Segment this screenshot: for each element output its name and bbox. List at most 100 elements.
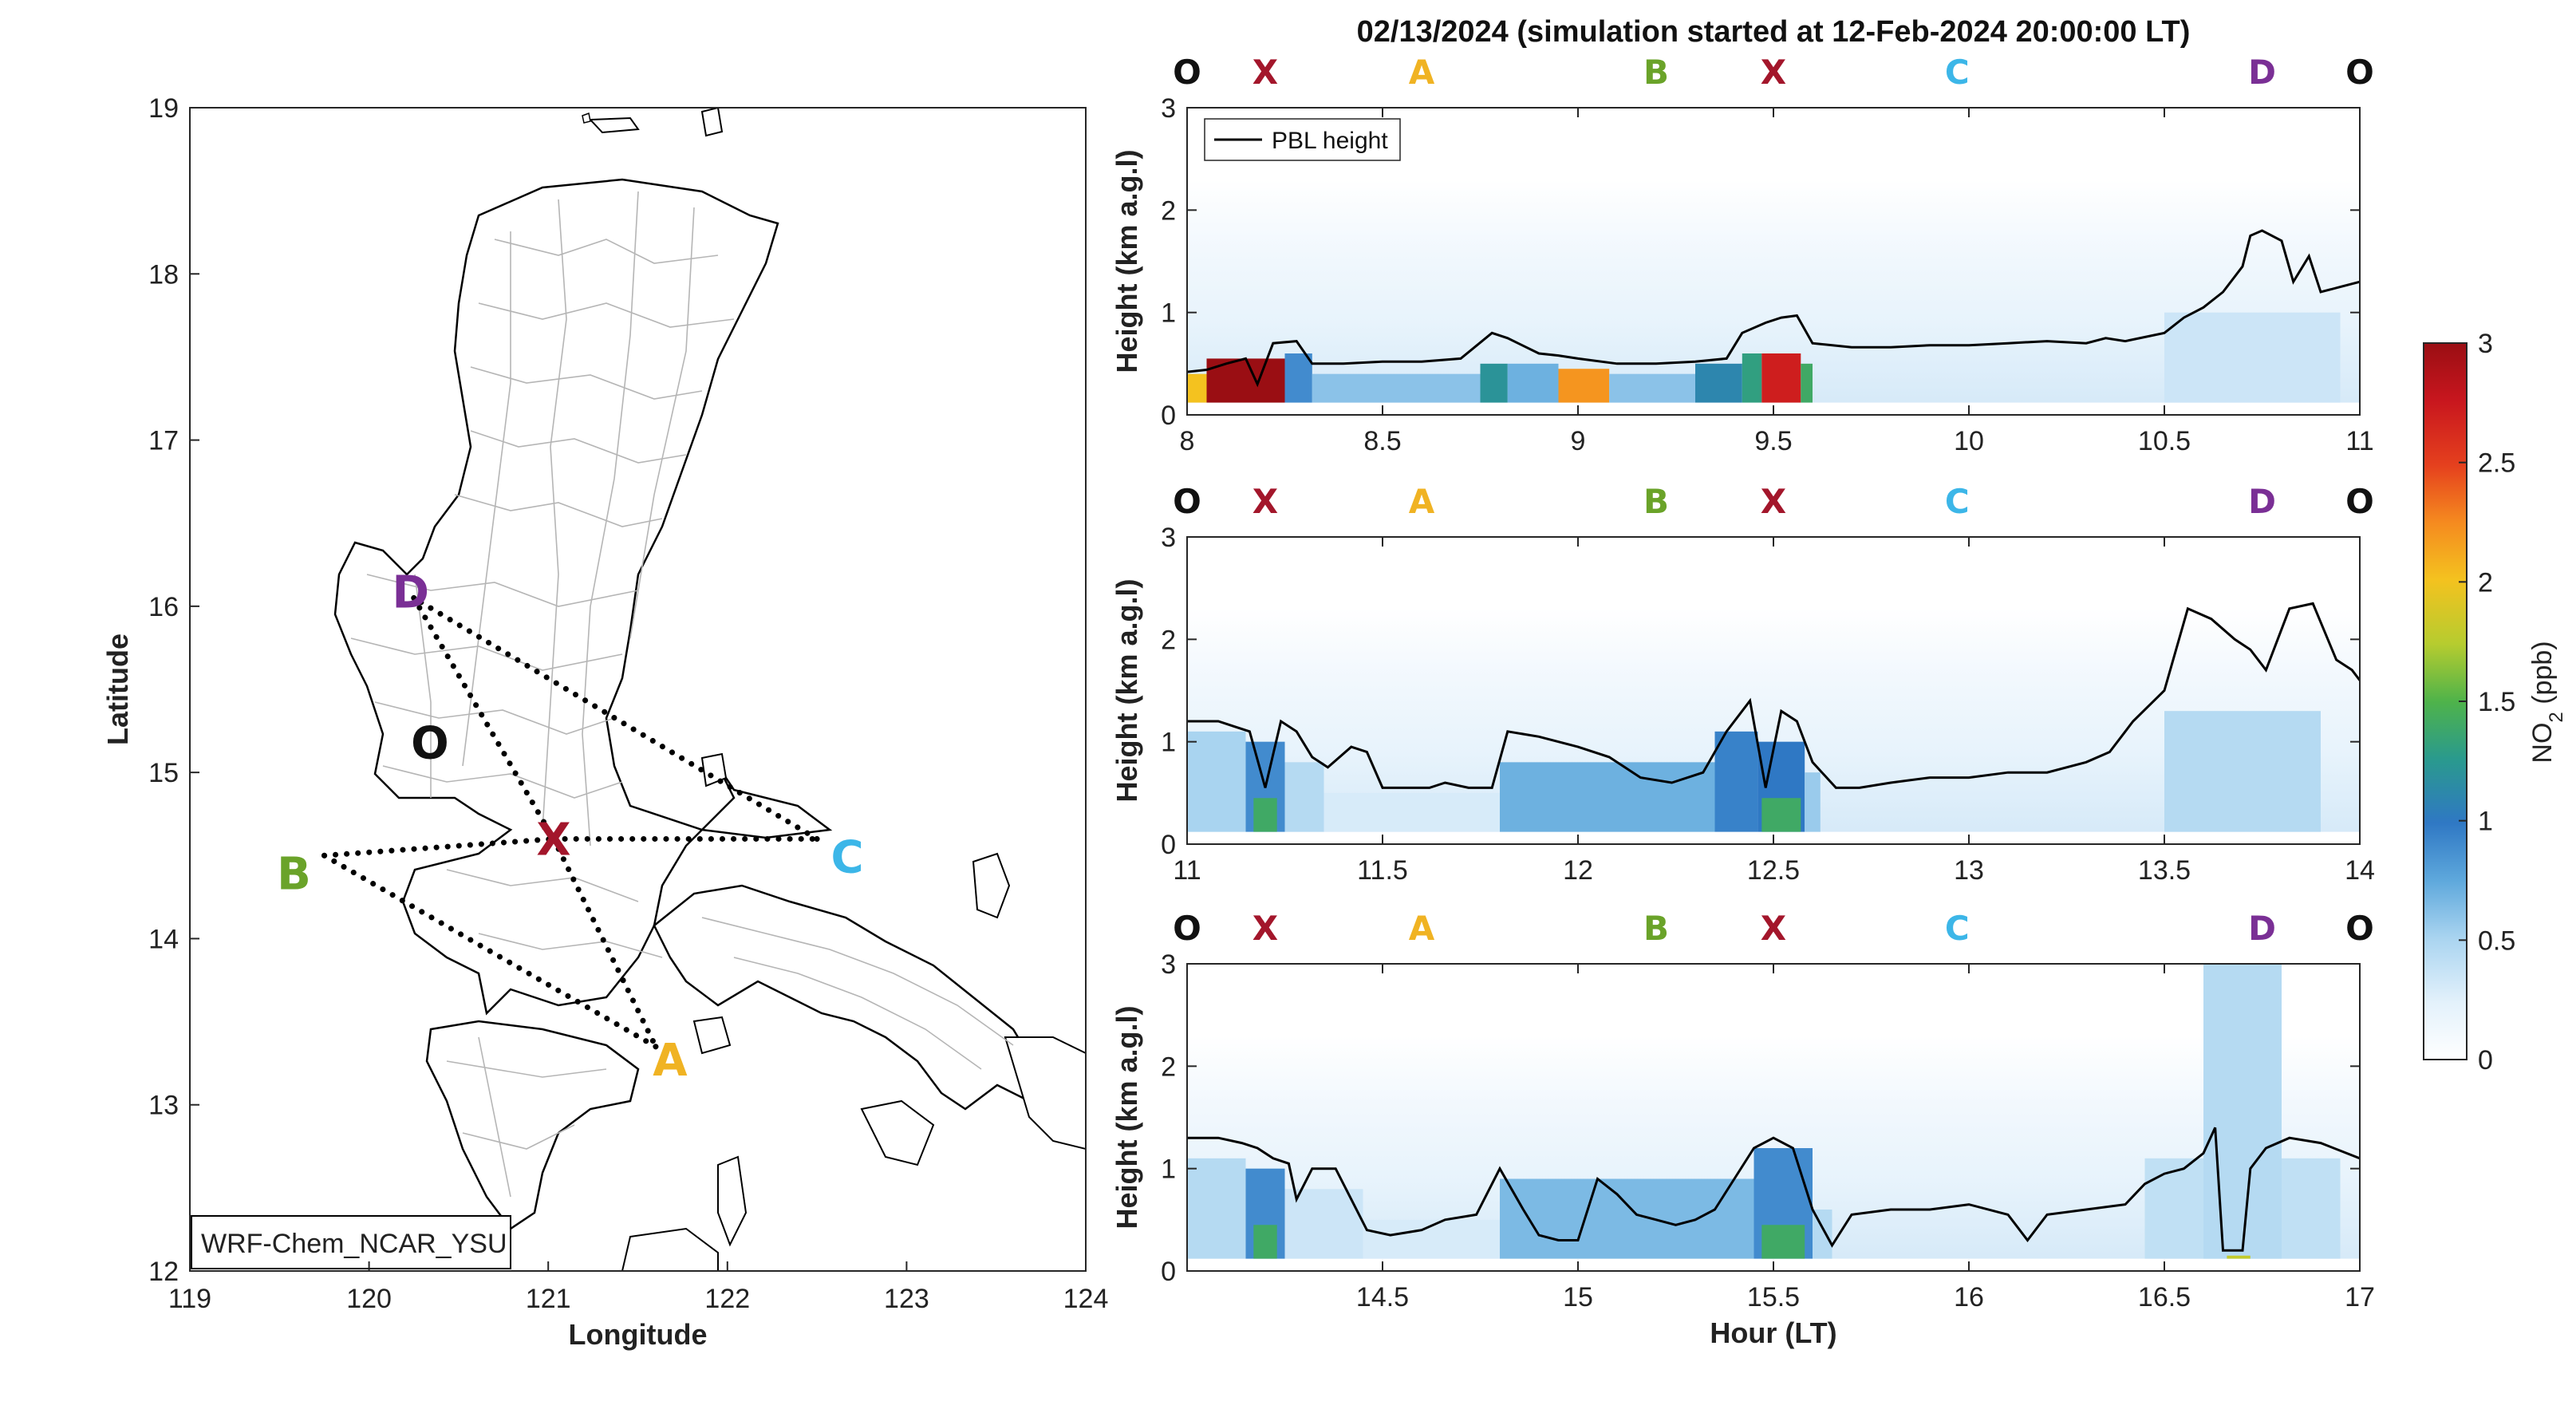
map-y-tick-label: 19	[148, 93, 179, 124]
map-x-ticks: 119 120 121 122 123 124	[168, 1261, 1108, 1314]
site-label-X: X	[1252, 909, 1278, 948]
pbl-height-line	[1187, 602, 2360, 789]
map-site-X: X	[536, 814, 570, 866]
no2-cell	[1558, 369, 1610, 403]
x-tick-label: 13.5	[2138, 855, 2191, 886]
site-label-X: X	[1761, 482, 1786, 521]
site-label-X: X	[1761, 909, 1786, 948]
babuyan-island-3	[582, 112, 591, 124]
site-label-B: B	[1643, 53, 1669, 92]
x-axis-label: Hour (LT)	[1710, 1316, 1836, 1349]
panel-1: 8 8.5 9 9.5 10 10.5 11 0 1 2 3 Height (km a.g.l) O X A…	[1110, 53, 2374, 456]
x-tick-label: 10	[1954, 426, 1984, 456]
map-y-tick-label: 12	[148, 1257, 179, 1287]
site-label-O: O	[1173, 482, 1201, 521]
panel-plot-area	[1187, 602, 2360, 832]
site-label-O: O	[2345, 53, 2374, 92]
colorbar-tick-label: 0.5	[2478, 926, 2515, 956]
map-y-ticks: 12 13 14 15 16 17 18 19	[148, 93, 199, 1287]
panel-plot-area	[1187, 179, 2360, 403]
site-label-O: O	[1173, 909, 1201, 948]
site-label-A: A	[1409, 909, 1435, 948]
masbate-island	[860, 1099, 935, 1166]
map-x-tick-label: 121	[526, 1284, 571, 1314]
map-site-O: O	[411, 718, 449, 770]
map-axes-frame	[189, 107, 1087, 1272]
pbl-height-line	[1187, 1127, 2360, 1252]
tablas-island	[717, 1155, 748, 1247]
route-segment	[550, 835, 659, 1050]
y-tick-label: 2	[1161, 1052, 1176, 1082]
site-label-C: C	[1945, 482, 1970, 521]
x-tick-label: 17	[2345, 1282, 2375, 1312]
no2-cell	[1253, 1225, 1277, 1259]
site-label-X: X	[1252, 482, 1278, 521]
panay-island	[621, 1227, 719, 1271]
route-segment	[411, 594, 557, 842]
x-tick-label: 13	[1954, 855, 1984, 886]
no2-cell	[1312, 373, 1481, 403]
colorbar-label: NO2 (ppb)	[2527, 641, 2567, 763]
no2-cell	[1507, 363, 1559, 403]
marinduque-island	[692, 1016, 732, 1055]
y-tick-label: 2	[1161, 625, 1176, 655]
map-x-tick-label: 120	[346, 1284, 392, 1314]
x-tick-label: 11	[2345, 426, 2373, 456]
no2-cell	[1801, 363, 1813, 403]
site-label-A: A	[1409, 482, 1435, 521]
map-y-axis-label: Latitude	[101, 633, 134, 745]
no2-cell	[1761, 798, 1801, 832]
map-site-B: B	[277, 848, 311, 900]
site-label-D: D	[2248, 53, 2276, 92]
no2-cell	[1695, 363, 1742, 403]
y-axis-label: Height (km a.g.l)	[1110, 149, 1143, 373]
map-y-tick-label: 18	[148, 259, 179, 290]
x-tick-label: 16.5	[2138, 1282, 2191, 1312]
site-label-C: C	[1945, 909, 1970, 948]
colorbar-tick-label: 3	[2478, 329, 2493, 359]
no2-cell	[1324, 792, 1500, 832]
model-label-box	[191, 1215, 511, 1269]
y-tick-label: 3	[1161, 949, 1176, 980]
colorbar-tick-label: 1	[2478, 807, 2493, 837]
site-label-B: B	[1643, 909, 1669, 948]
no2-cell	[2164, 312, 2341, 403]
site-label-X: X	[1761, 53, 1786, 92]
no2-cell	[1187, 731, 1246, 832]
y-tick-label: 0	[1161, 1257, 1176, 1287]
x-tick-label: 11.5	[1357, 855, 1408, 886]
legend-label: PBL height	[1272, 128, 1388, 154]
catanduanes-island	[972, 852, 1011, 919]
y-tick-label: 3	[1161, 523, 1176, 553]
site-label-D: D	[2248, 909, 2276, 948]
colorbar-label-unit: (ppb)	[2527, 641, 2558, 712]
map-x-tick-label: 119	[168, 1284, 211, 1314]
polillo-island	[700, 752, 728, 787]
luzon-landmass	[333, 178, 833, 1016]
no2-cell	[1742, 353, 1762, 403]
x-tick-label: 11	[1173, 855, 1201, 886]
y-tick-label: 1	[1161, 298, 1176, 329]
y-tick-label: 1	[1161, 1154, 1176, 1185]
map-site-D: D	[393, 566, 429, 618]
map-x-tick-label: 124	[1063, 1284, 1109, 1314]
route-segment	[411, 594, 820, 842]
y-tick-label: 1	[1161, 728, 1176, 758]
babuyan-island-2	[700, 108, 724, 137]
map-y-tick-label: 15	[148, 758, 179, 788]
map-y-tick-label: 14	[148, 924, 179, 954]
no2-cell	[2227, 1255, 2251, 1259]
panel-3: 14.5 15 15.5 16 16.5 17 0 1 2 3 Height (km a.g.l) H…	[1110, 909, 2375, 1349]
admin-boundaries	[350, 191, 1014, 1198]
map-site-labels: O X A B C D	[277, 566, 864, 1086]
x-tick-label: 15	[1563, 1282, 1593, 1312]
samar-island	[1004, 1036, 1086, 1151]
no2-cell	[1761, 353, 1801, 403]
map-x-axis-label: Longitude	[569, 1318, 708, 1351]
x-tick-label: 12	[1563, 855, 1593, 886]
colorbar-tick-label: 2	[2478, 567, 2493, 598]
map-x-tick-label: 123	[884, 1284, 929, 1314]
y-tick-label: 2	[1161, 195, 1176, 226]
